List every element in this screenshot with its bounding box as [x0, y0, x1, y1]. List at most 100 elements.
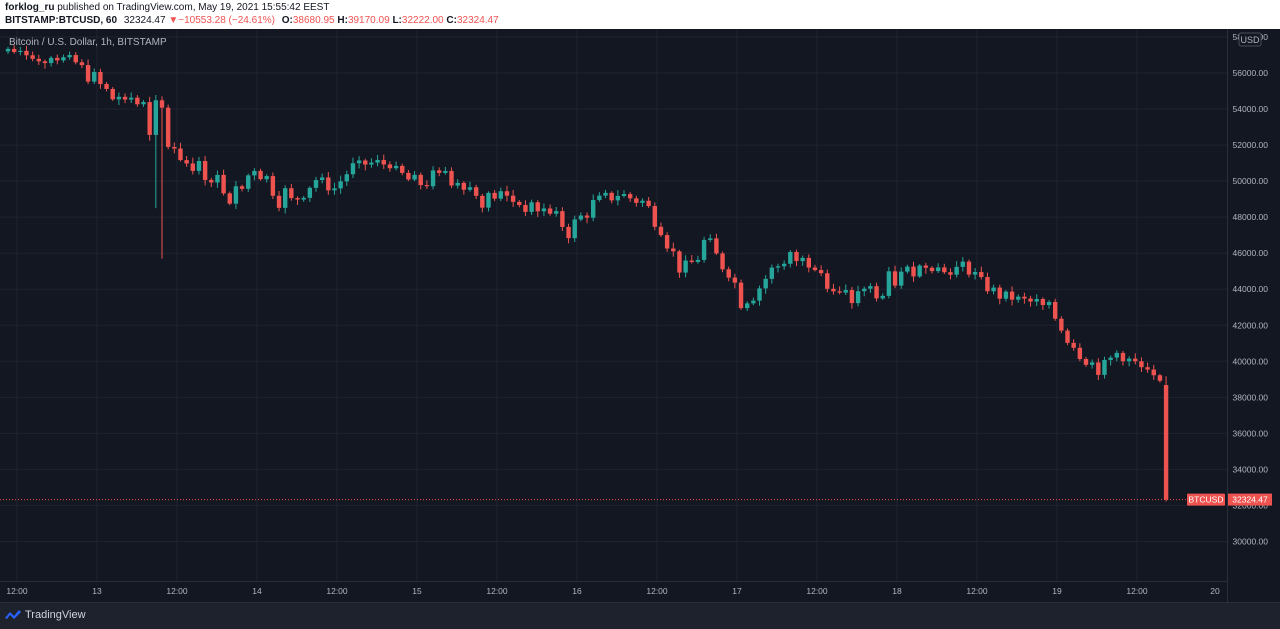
candle [246, 173, 251, 192]
candle [301, 196, 306, 202]
candle-body [997, 287, 1002, 299]
candle [283, 185, 288, 214]
candle-body [529, 202, 534, 212]
candle-body [1009, 291, 1015, 300]
candle-body [67, 55, 72, 58]
candle-body [209, 179, 214, 183]
candle-body [98, 71, 103, 85]
last-price-tag-bg [1228, 493, 1272, 506]
candle [942, 263, 947, 275]
candle-body [344, 174, 349, 182]
candle [547, 204, 553, 216]
candle [812, 264, 818, 272]
y-tick-label: 34000.00 [1233, 464, 1269, 474]
candle-body [393, 165, 399, 169]
candle [55, 54, 60, 65]
candle-body [301, 197, 306, 200]
time-axis[interactable]: 12:00 13 12:00 14 12:00 15 12:00 16 12:00 17 12:00… [6, 586, 1220, 596]
candle [997, 284, 1002, 305]
open-label: O: [281, 15, 293, 26]
candle [560, 207, 565, 231]
candle [745, 301, 750, 312]
candle [572, 215, 577, 242]
candle [775, 263, 781, 273]
candle-body [246, 175, 251, 189]
candle-body [356, 160, 362, 164]
candle-body [42, 61, 48, 64]
candle [566, 223, 571, 244]
candle-body [36, 58, 41, 62]
x-tick-label: 18 [892, 586, 902, 596]
candle [720, 251, 725, 273]
price-axis[interactable]: 30000.0032000.0034000.0036000.0038000.00… [1233, 32, 1269, 546]
candle-body [597, 195, 602, 200]
candle [467, 181, 473, 192]
candle-body [677, 251, 682, 273]
footer-bar: TradingView [0, 602, 1280, 629]
candle-body [18, 50, 23, 53]
candle-body [683, 260, 688, 273]
author-name[interactable]: forklog_ru [5, 2, 55, 13]
x-tick-label: 12:00 [326, 586, 348, 596]
candle [504, 185, 510, 202]
candle [991, 284, 996, 295]
candle-body [295, 198, 300, 200]
candle [153, 94, 159, 209]
candle-body [880, 295, 885, 299]
candle [61, 54, 66, 63]
candle-body [239, 186, 245, 189]
candle-body [510, 195, 516, 202]
currency-box [1238, 32, 1262, 47]
candle-body [1108, 357, 1113, 360]
currency-label[interactable]: USD [1238, 32, 1262, 47]
candle [202, 156, 208, 186]
candle-body [443, 170, 448, 173]
candle-body [178, 148, 183, 161]
candle [356, 156, 362, 169]
candle-body [591, 199, 596, 218]
candle-body [492, 192, 497, 199]
candle-body [862, 288, 867, 292]
candle-body [671, 248, 676, 252]
candle [578, 212, 584, 222]
candle-body [572, 219, 577, 239]
candle [350, 157, 356, 179]
candle [523, 200, 528, 216]
candle-body [578, 215, 584, 220]
candle [923, 262, 929, 274]
candle-body [825, 273, 830, 289]
candle-body [855, 291, 861, 304]
candle [849, 286, 855, 309]
currency-text: USD [1240, 35, 1260, 45]
candle [751, 297, 756, 306]
candle-body [831, 288, 836, 292]
candle [1059, 316, 1064, 334]
candle-body [61, 57, 66, 61]
candle [227, 191, 232, 206]
candle [960, 257, 965, 272]
candle-body [141, 102, 146, 105]
candle [510, 189, 516, 207]
candle-body [812, 267, 818, 271]
high-label: H: [337, 15, 348, 26]
candle-body [252, 170, 257, 176]
candle [319, 173, 325, 184]
candle [701, 236, 707, 263]
candle [122, 93, 128, 104]
candle-body [1151, 369, 1156, 376]
candle [276, 190, 282, 212]
candle [535, 200, 540, 217]
y-tick-label: 50000.00 [1233, 176, 1269, 186]
candle [92, 68, 97, 85]
candle [646, 197, 651, 208]
candle [172, 142, 177, 154]
candle [85, 59, 91, 85]
candle-body [363, 160, 368, 165]
candlestick-chart[interactable]: Bitcoin / U.S. Dollar, 1h, BITSTAMP 3000… [0, 29, 1280, 602]
candle [843, 284, 848, 296]
y-tick-label: 52000.00 [1233, 140, 1269, 150]
tradingview-logo[interactable]: TradingView [4, 609, 86, 621]
candle [1163, 376, 1169, 502]
candle [609, 191, 614, 204]
candle [886, 267, 892, 299]
